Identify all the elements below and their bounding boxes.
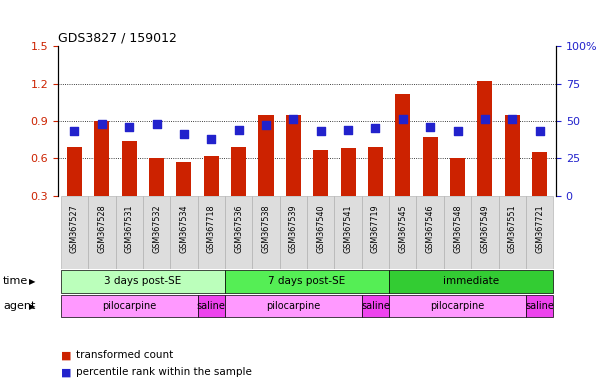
Bar bbox=[60, 270, 225, 293]
Text: agent: agent bbox=[3, 301, 35, 311]
Bar bbox=[471, 196, 499, 269]
Point bbox=[124, 124, 134, 130]
Bar bbox=[389, 270, 554, 293]
Bar bbox=[225, 295, 362, 318]
Text: GSM367527: GSM367527 bbox=[70, 205, 79, 253]
Text: saline: saline bbox=[525, 301, 554, 311]
Bar bbox=[94, 121, 109, 196]
Point bbox=[343, 127, 353, 133]
Bar bbox=[60, 295, 197, 318]
Text: immediate: immediate bbox=[443, 276, 499, 286]
Text: GSM367546: GSM367546 bbox=[426, 205, 434, 253]
Bar bbox=[258, 115, 274, 196]
Bar bbox=[170, 196, 197, 269]
Point bbox=[480, 116, 490, 122]
Bar bbox=[122, 141, 137, 196]
Text: GSM367548: GSM367548 bbox=[453, 205, 462, 253]
Text: transformed count: transformed count bbox=[76, 350, 174, 360]
Bar bbox=[499, 196, 526, 269]
Point bbox=[507, 116, 517, 122]
Text: pilocarpine: pilocarpine bbox=[430, 301, 485, 311]
Text: ▶: ▶ bbox=[29, 277, 36, 286]
Bar bbox=[225, 270, 389, 293]
Text: 7 days post-SE: 7 days post-SE bbox=[268, 276, 346, 286]
Point bbox=[370, 125, 380, 131]
Bar bbox=[477, 81, 492, 196]
Text: ▶: ▶ bbox=[29, 302, 36, 311]
Bar bbox=[60, 196, 88, 269]
Point bbox=[535, 128, 544, 134]
Point bbox=[97, 121, 107, 127]
Point bbox=[261, 122, 271, 129]
Text: pilocarpine: pilocarpine bbox=[266, 301, 321, 311]
Bar bbox=[526, 196, 554, 269]
Text: GSM367538: GSM367538 bbox=[262, 205, 271, 253]
Text: saline: saline bbox=[197, 301, 225, 311]
Text: GSM367551: GSM367551 bbox=[508, 205, 517, 253]
Bar bbox=[532, 152, 547, 196]
Bar bbox=[313, 150, 328, 196]
Point bbox=[398, 116, 408, 122]
Text: GSM367536: GSM367536 bbox=[234, 205, 243, 253]
Text: percentile rank within the sample: percentile rank within the sample bbox=[76, 367, 252, 377]
Point bbox=[453, 128, 463, 134]
Bar bbox=[225, 196, 252, 269]
Text: GSM367528: GSM367528 bbox=[97, 205, 106, 253]
Bar bbox=[280, 196, 307, 269]
Bar bbox=[526, 295, 554, 318]
Text: pilocarpine: pilocarpine bbox=[102, 301, 156, 311]
Text: GSM367719: GSM367719 bbox=[371, 205, 380, 253]
Point bbox=[288, 116, 298, 122]
Point bbox=[152, 121, 161, 127]
Bar bbox=[340, 148, 356, 196]
Bar bbox=[143, 196, 170, 269]
Text: saline: saline bbox=[361, 301, 390, 311]
Text: GDS3827 / 159012: GDS3827 / 159012 bbox=[58, 32, 177, 45]
Bar bbox=[368, 147, 383, 196]
Bar bbox=[286, 115, 301, 196]
Point bbox=[179, 131, 189, 137]
Bar bbox=[88, 196, 115, 269]
Bar bbox=[334, 196, 362, 269]
Text: GSM367531: GSM367531 bbox=[125, 205, 134, 253]
Text: GSM367534: GSM367534 bbox=[180, 205, 188, 253]
Bar bbox=[417, 196, 444, 269]
Bar bbox=[231, 147, 246, 196]
Bar bbox=[203, 156, 219, 196]
Bar bbox=[197, 196, 225, 269]
Bar bbox=[362, 295, 389, 318]
Point bbox=[316, 128, 326, 134]
Bar bbox=[423, 137, 437, 196]
Bar bbox=[149, 158, 164, 196]
Bar bbox=[395, 93, 411, 196]
Text: ■: ■ bbox=[61, 367, 71, 377]
Text: GSM367718: GSM367718 bbox=[207, 205, 216, 253]
Bar bbox=[177, 162, 191, 196]
Bar bbox=[444, 196, 471, 269]
Bar bbox=[505, 115, 520, 196]
Point bbox=[425, 124, 435, 130]
Text: GSM367541: GSM367541 bbox=[343, 205, 353, 253]
Text: ■: ■ bbox=[61, 350, 71, 360]
Text: GSM367539: GSM367539 bbox=[289, 205, 298, 253]
Bar bbox=[389, 295, 526, 318]
Text: GSM367532: GSM367532 bbox=[152, 205, 161, 253]
Text: time: time bbox=[3, 276, 28, 286]
Bar bbox=[362, 196, 389, 269]
Point bbox=[70, 128, 79, 134]
Bar bbox=[197, 295, 225, 318]
Bar bbox=[450, 158, 465, 196]
Bar bbox=[252, 196, 280, 269]
Point bbox=[207, 136, 216, 142]
Text: GSM367545: GSM367545 bbox=[398, 205, 408, 253]
Text: GSM367721: GSM367721 bbox=[535, 205, 544, 253]
Bar bbox=[67, 147, 82, 196]
Text: GSM367549: GSM367549 bbox=[480, 205, 489, 253]
Text: 3 days post-SE: 3 days post-SE bbox=[104, 276, 181, 286]
Bar bbox=[389, 196, 417, 269]
Bar bbox=[115, 196, 143, 269]
Point bbox=[234, 127, 244, 133]
Text: GSM367540: GSM367540 bbox=[316, 205, 325, 253]
Bar bbox=[307, 196, 334, 269]
